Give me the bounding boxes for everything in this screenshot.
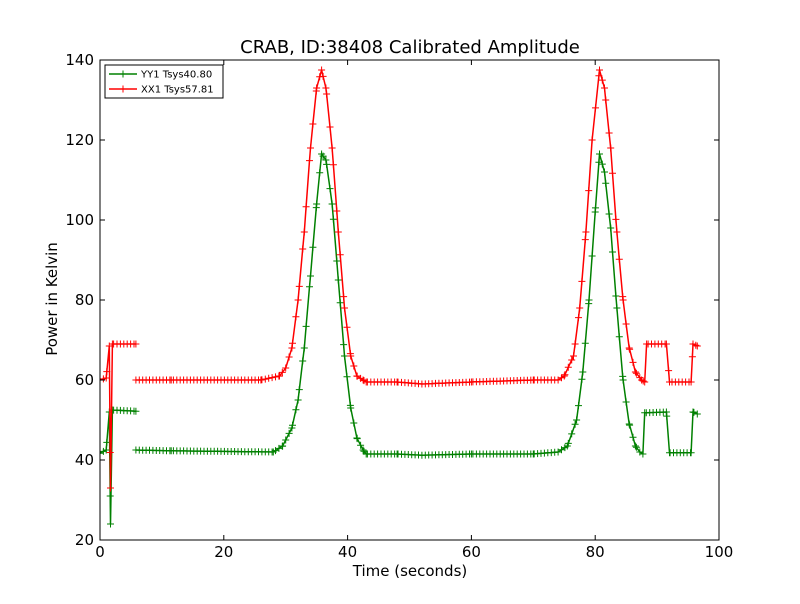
y-tick-label: 40 — [75, 451, 94, 469]
y-tick-label: 20 — [75, 531, 94, 549]
x-tick-label: 0 — [95, 543, 105, 561]
legend-marker-1 — [119, 70, 127, 78]
chart-title: CRAB, ID:38408 Calibrated Amplitude — [240, 37, 580, 58]
y-tick-label: 80 — [75, 291, 94, 309]
y-axis-title: Power in Kelvin — [43, 242, 61, 356]
x-tick-label: 60 — [462, 543, 481, 561]
legend-marker-2 — [119, 85, 127, 93]
y-tick-label: 140 — [65, 51, 94, 69]
series-1 — [100, 150, 701, 528]
y-tick-label: 100 — [65, 211, 94, 229]
series-layer — [100, 66, 701, 528]
series-2 — [100, 66, 701, 492]
series-markers-1 — [100, 150, 701, 528]
legend-box — [104, 64, 224, 99]
x-tick-label: 80 — [586, 543, 605, 561]
y-tick-label: 120 — [65, 131, 94, 149]
legend-label-2: XX1 Tsys57.81 — [141, 85, 214, 96]
y-tick-label: 60 — [75, 371, 94, 389]
legend-label-1: YY1 Tsys40.80 — [140, 70, 212, 81]
x-tick-label: 100 — [705, 543, 734, 561]
series-markers-2 — [100, 66, 701, 492]
x-tick-label: 40 — [338, 543, 357, 561]
x-tick-label: 20 — [214, 543, 233, 561]
x-axis-title: Time (seconds) — [352, 562, 468, 580]
